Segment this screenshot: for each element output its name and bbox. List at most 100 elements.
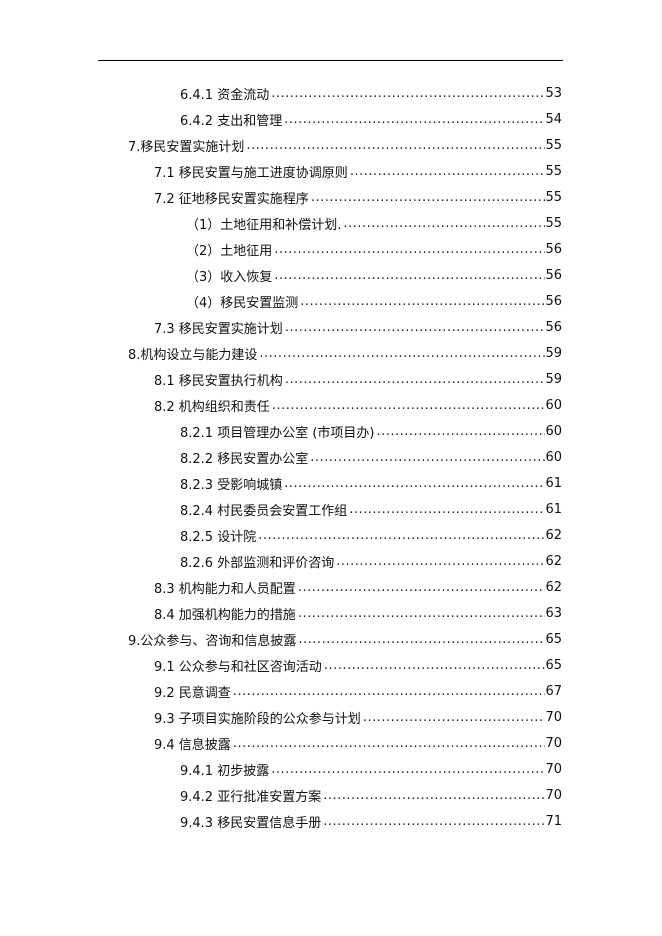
toc-entry[interactable]: 9.4.3 移民安置信息手册 71 — [180, 808, 562, 834]
toc-page-number: 56 — [545, 241, 562, 257]
toc-page-number: 62 — [545, 527, 562, 543]
toc-page-number: 60 — [545, 397, 562, 413]
toc-entry-title: 9.1 公众参与和社区咨询活动 — [154, 659, 322, 675]
toc-leader-dots — [343, 216, 545, 231]
toc-leader-dots — [271, 86, 545, 101]
toc-page-number: 65 — [545, 657, 562, 673]
toc-entry-title: 7.2 征地移民安置实施程序 — [154, 191, 309, 207]
toc-entry-title: （3）收入恢复 — [186, 269, 273, 285]
toc-leader-dots — [298, 580, 546, 595]
toc-entry-title: （4）移民安置监测 — [186, 295, 299, 311]
toc-entry[interactable]: 8.2.1 项目管理办公室 (市项目办) 60 — [180, 418, 562, 444]
toc-leader-dots — [274, 268, 545, 283]
toc-entry[interactable]: 6.4.2 支出和管理 54 — [180, 106, 562, 132]
toc-leader-dots — [284, 476, 545, 491]
toc-entry[interactable]: 9.1 公众参与和社区咨询活动 65 — [154, 652, 562, 678]
toc-page-number: 55 — [545, 137, 562, 153]
toc-entry[interactable]: （1）土地征用和补偿计划. 55 — [186, 210, 562, 236]
toc-leader-dots — [246, 138, 545, 153]
toc-page-number: 61 — [545, 501, 562, 517]
toc-leader-dots — [274, 242, 545, 257]
toc-entry-title: 8.2.5 设计院 — [180, 529, 257, 545]
toc-page-number: 65 — [545, 631, 562, 647]
toc-page-number: 70 — [545, 787, 562, 803]
toc-entry-title: 8.2.3 受影响城镇 — [180, 477, 283, 493]
toc-leader-dots — [272, 398, 546, 413]
toc-entry[interactable]: 7.移民安置实施计划 55 — [128, 132, 562, 158]
header-rule — [98, 60, 563, 61]
toc-leader-dots — [323, 788, 545, 803]
toc-entry-title: 8.3 机构能力和人员配置 — [154, 581, 296, 597]
toc-entry-title: 8.2.2 移民安置办公室 — [180, 451, 309, 467]
toc-leader-dots — [285, 372, 546, 387]
toc-entry[interactable]: 9.公众参与、咨询和信息披露 65 — [128, 626, 562, 652]
toc-leader-dots — [271, 762, 545, 777]
toc-entry-title: （1）土地征用和补偿计划. — [186, 217, 342, 233]
toc-page-number: 55 — [545, 215, 562, 231]
toc-entry-title: 9.公众参与、咨询和信息披露 — [128, 633, 297, 649]
toc-entry[interactable]: 9.4.1 初步披露 70 — [180, 756, 562, 782]
toc-entry[interactable]: 9.4 信息披露 70 — [154, 730, 562, 756]
toc-page-number: 56 — [545, 293, 562, 309]
toc-entry-title: 8.2 机构组织和责任 — [154, 399, 270, 415]
toc-entry-title: 6.4.2 支出和管理 — [180, 113, 283, 129]
toc-entry[interactable]: 8.2.6 外部监测和评价咨询 62 — [180, 548, 562, 574]
toc-entry[interactable]: 8.机构设立与能力建设 59 — [128, 340, 562, 366]
toc-page-number: 59 — [545, 345, 562, 361]
toc-entry[interactable]: 7.2 征地移民安置实施程序 55 — [154, 184, 562, 210]
toc-leader-dots — [284, 112, 545, 127]
toc-entry-title: 8.2.1 项目管理办公室 (市项目办) — [180, 425, 375, 441]
toc-entry-title: 9.4.3 移民安置信息手册 — [180, 815, 322, 831]
toc-entry[interactable]: （3）收入恢复 56 — [186, 262, 562, 288]
toc-leader-dots — [311, 190, 546, 205]
toc-page-number: 60 — [545, 449, 562, 465]
toc-entry[interactable]: 8.3 机构能力和人员配置 62 — [154, 574, 562, 600]
toc-entry[interactable]: 8.4 加强机构能力的措施 63 — [154, 600, 562, 626]
toc-entry-title: 7.1 移民安置与施工进度协调原则 — [154, 165, 348, 181]
toc-entry[interactable]: 8.2.2 移民安置办公室 60 — [180, 444, 562, 470]
toc-leader-dots — [310, 450, 545, 465]
toc-entry-title: 9.2 民意调查 — [154, 685, 231, 701]
toc-page-number: 59 — [545, 371, 562, 387]
toc-entry-title: 7.3 移民安置实施计划 — [154, 321, 283, 337]
toc-page-number: 70 — [545, 735, 562, 751]
toc-entry[interactable]: 8.2 机构组织和责任 60 — [154, 392, 562, 418]
toc-entry-title: 8.机构设立与能力建设 — [128, 347, 258, 363]
toc-entry-title: 8.4 加强机构能力的措施 — [154, 607, 296, 623]
toc-entry[interactable]: （4）移民安置监测 56 — [186, 288, 562, 314]
toc-entry[interactable]: 6.4.1 资金流动 53 — [180, 80, 562, 106]
toc-entry[interactable]: 8.2.3 受影响城镇 61 — [180, 470, 562, 496]
toc-entry[interactable]: 7.3 移民安置实施计划 56 — [154, 314, 562, 340]
toc-page-number: 70 — [545, 761, 562, 777]
toc-leader-dots — [350, 164, 546, 179]
toc-leader-dots — [259, 346, 545, 361]
toc-leader-dots — [285, 320, 546, 335]
toc-entry[interactable]: （2）土地征用 56 — [186, 236, 562, 262]
toc-entry[interactable]: 9.3 子项目实施阶段的公众参与计划 70 — [154, 704, 562, 730]
toc-entry[interactable]: 8.2.5 设计院 62 — [180, 522, 562, 548]
toc-entry-title: 9.4.1 初步披露 — [180, 763, 270, 779]
toc-leader-dots — [298, 606, 546, 621]
toc-leader-dots — [300, 294, 545, 309]
toc-page-number: 55 — [545, 189, 562, 205]
toc-page-number: 56 — [545, 267, 562, 283]
toc-page-number: 61 — [545, 475, 562, 491]
toc-leader-dots — [323, 814, 545, 829]
toc-page-number: 54 — [545, 111, 562, 127]
toc-entry[interactable]: 9.4.2 亚行批准安置方案 70 — [180, 782, 562, 808]
toc-page-number: 71 — [545, 813, 562, 829]
toc-leader-dots — [233, 736, 546, 751]
toc-entry[interactable]: 9.2 民意调查 67 — [154, 678, 562, 704]
toc-page-number: 67 — [545, 683, 562, 699]
toc-entry-title: 8.2.4 村民委员会安置工作组 — [180, 503, 348, 519]
toc-page-number: 56 — [545, 319, 562, 335]
toc-leader-dots — [298, 632, 545, 647]
toc-leader-dots — [363, 710, 546, 725]
toc-leader-dots — [258, 528, 545, 543]
toc-page-number: 62 — [545, 553, 562, 569]
toc-entry-title: 6.4.1 资金流动 — [180, 87, 270, 103]
toc-leader-dots — [336, 554, 545, 569]
toc-entry[interactable]: 7.1 移民安置与施工进度协调原则 55 — [154, 158, 562, 184]
toc-entry[interactable]: 8.2.4 村民委员会安置工作组 61 — [180, 496, 562, 522]
toc-entry[interactable]: 8.1 移民安置执行机构 59 — [154, 366, 562, 392]
